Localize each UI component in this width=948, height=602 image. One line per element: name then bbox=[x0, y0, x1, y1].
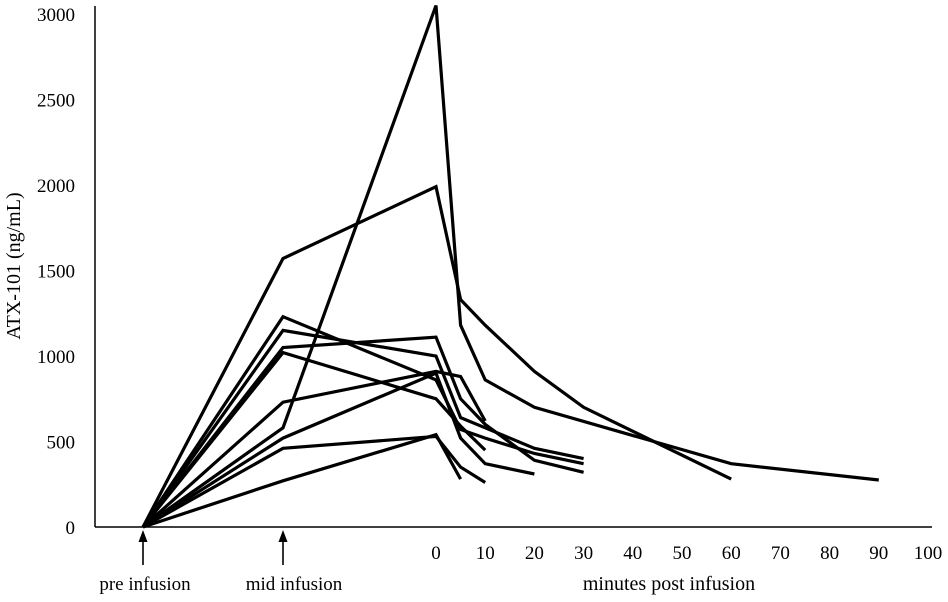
mid-infusion-arrow-icon bbox=[278, 530, 288, 565]
y-tick-label: 0 bbox=[66, 518, 76, 539]
pre-infusion-label: pre infusion bbox=[99, 574, 191, 595]
series-line-8 bbox=[142, 370, 535, 529]
x-tick-label: 40 bbox=[623, 543, 642, 564]
x-tick-label: 60 bbox=[722, 543, 741, 564]
series-line-10 bbox=[142, 432, 462, 529]
y-tick-label: 3000 bbox=[37, 5, 75, 26]
series-line-6 bbox=[141, 350, 487, 529]
series-lines bbox=[141, 4, 879, 529]
x-tick-label: 10 bbox=[476, 543, 495, 564]
x-tick-label: 50 bbox=[673, 543, 692, 564]
y-tick-label: 2000 bbox=[37, 176, 75, 197]
pre-infusion-arrow-icon bbox=[138, 530, 148, 565]
y-tick-label: 1500 bbox=[37, 262, 75, 283]
series-line-4 bbox=[141, 328, 584, 528]
series-line-1 bbox=[142, 4, 879, 529]
y-tick-labels: 0 500 1000 1500 2000 2500 3000 bbox=[37, 5, 75, 539]
x-tick-label: 0 bbox=[431, 543, 441, 564]
y-tick-label: 2500 bbox=[37, 91, 75, 112]
phase-markers: pre infusion mid infusion bbox=[99, 530, 343, 595]
series-line-5 bbox=[141, 335, 584, 528]
x-axis-title: minutes post infusion bbox=[583, 573, 755, 595]
y-tick-label: 500 bbox=[47, 433, 76, 454]
x-tick-label: 80 bbox=[820, 543, 839, 564]
y-tick-label: 1000 bbox=[37, 347, 75, 368]
x-tick-label: 90 bbox=[869, 543, 888, 564]
mid-infusion-label: mid infusion bbox=[246, 574, 343, 595]
y-axis-title: ATX-101 (ng/mL) bbox=[3, 192, 25, 339]
x-tick-label: 20 bbox=[525, 543, 544, 564]
x-tick-label: 100 bbox=[914, 543, 943, 564]
series-line-3 bbox=[141, 314, 584, 528]
series-line-2 bbox=[141, 184, 732, 528]
x-tick-labels: 0 10 20 30 40 50 60 70 80 90 100 bbox=[431, 543, 942, 564]
x-tick-label: 70 bbox=[771, 543, 790, 564]
x-tick-label: 30 bbox=[574, 543, 593, 564]
